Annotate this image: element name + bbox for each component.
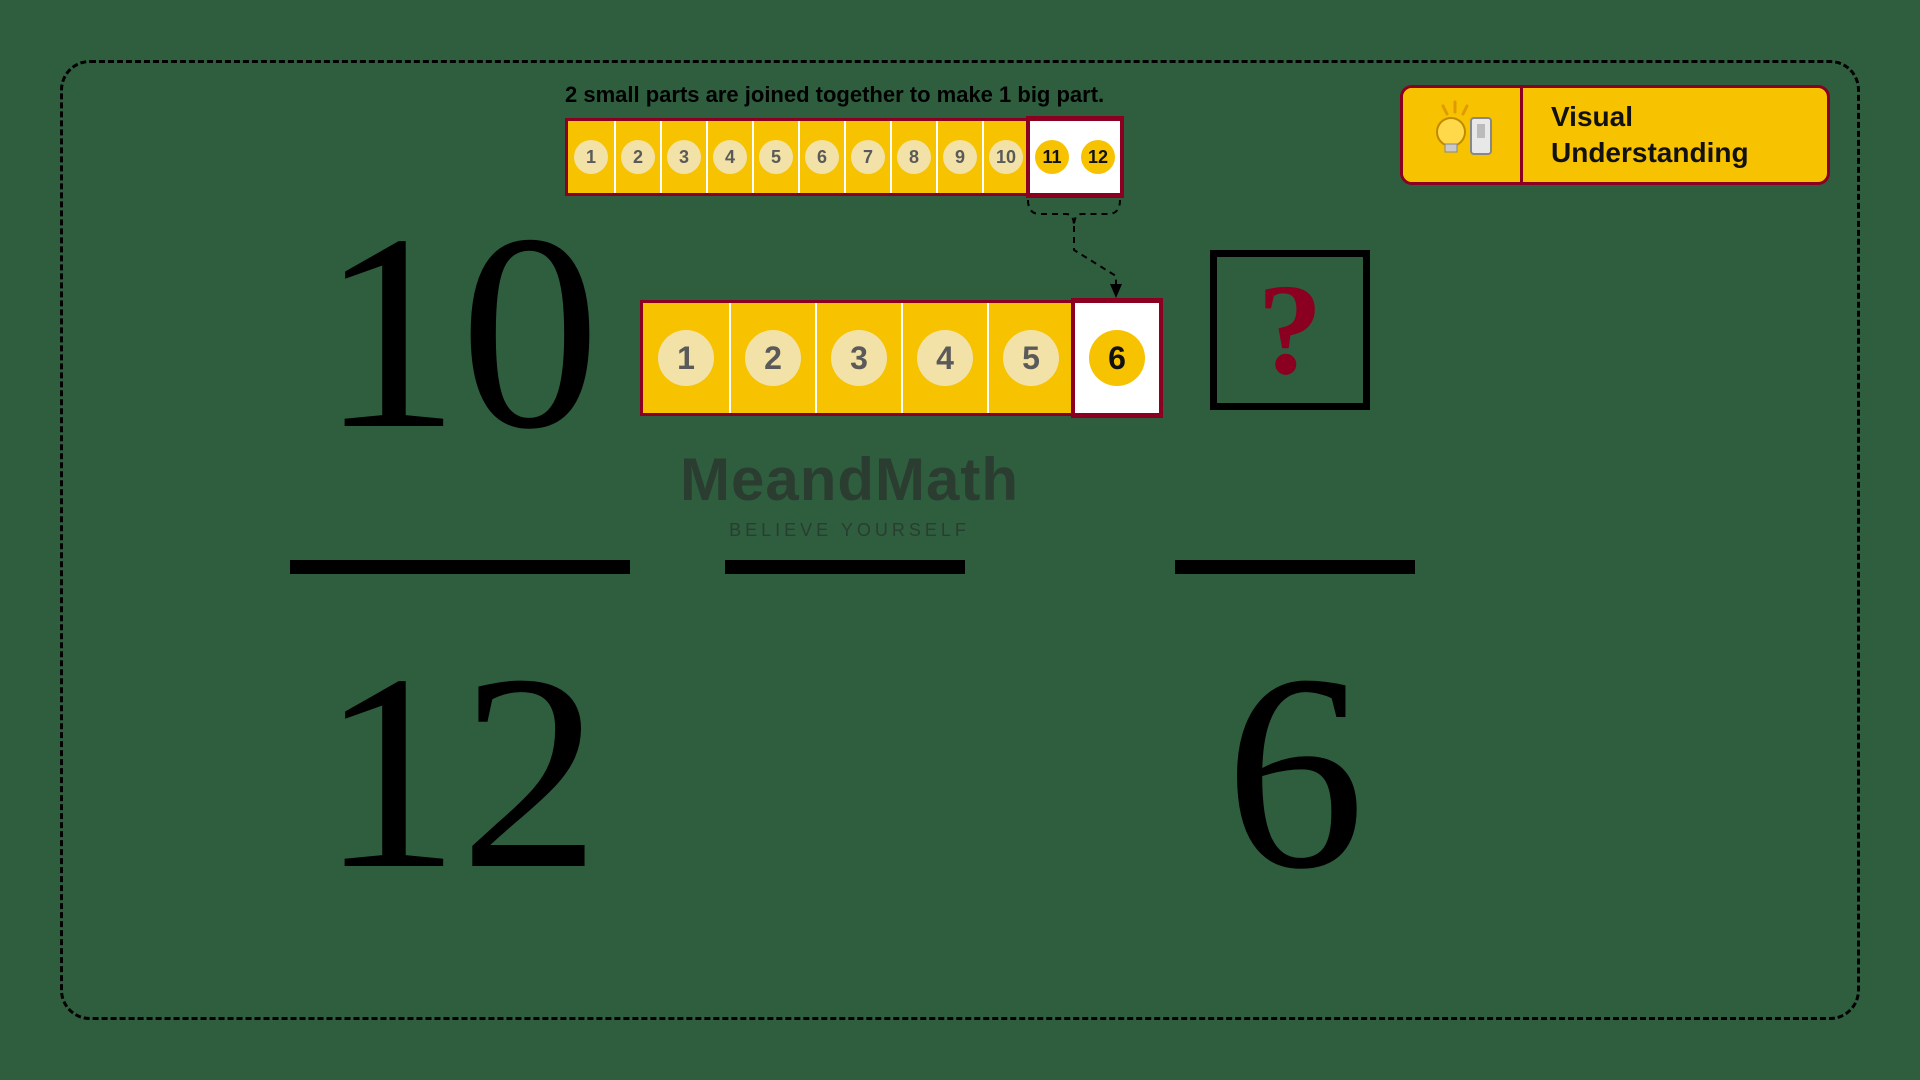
left-fraction-numerator: 10 — [320, 170, 600, 493]
joining-arrow — [0, 0, 1920, 1080]
question-mark-icon: ? — [1258, 255, 1323, 405]
right-fraction-denominator: 6 — [1225, 610, 1365, 933]
left-fraction-bar — [290, 560, 630, 574]
answer-box: ? — [1210, 250, 1370, 410]
middle-fraction-bar — [725, 560, 965, 574]
left-fraction-denominator: 12 — [320, 610, 600, 933]
right-fraction-bar — [1175, 560, 1415, 574]
